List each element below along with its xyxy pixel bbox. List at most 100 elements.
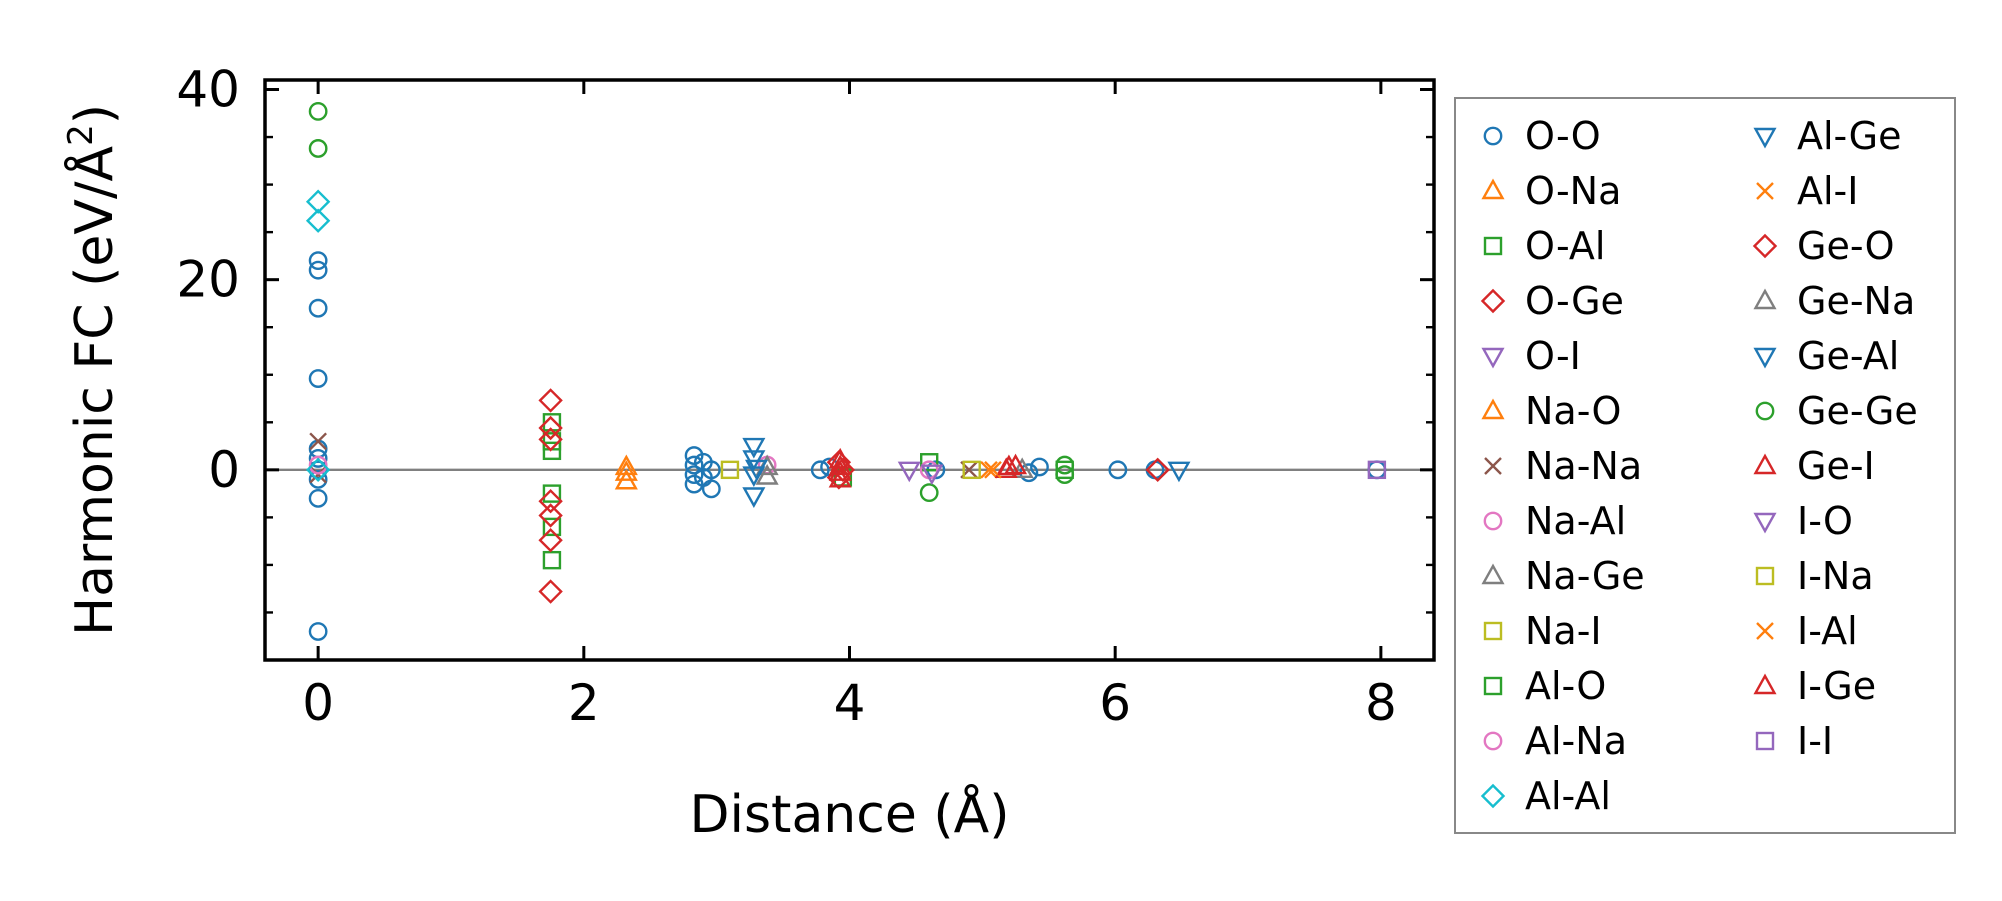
x-tick-label: 0	[302, 674, 334, 732]
series-na-na	[309, 432, 978, 484]
data-point	[538, 527, 563, 553]
data-point	[308, 455, 328, 475]
data-point	[684, 455, 704, 475]
legend-marker	[1753, 512, 1777, 534]
legend-label: Ge-Na	[1797, 279, 1915, 323]
legend-item: Al-Ge	[1753, 114, 1901, 158]
legend-label: I-Al	[1797, 609, 1858, 653]
data-point	[744, 459, 769, 481]
legend-label: Na-Al	[1525, 499, 1626, 543]
y-axis-title: Harmonic FC (eV/Å2)	[61, 104, 125, 636]
data-point	[538, 388, 563, 413]
data-point	[828, 466, 852, 488]
data-point	[542, 550, 562, 570]
legend-item: Na-Na	[1484, 444, 1642, 488]
series-o-i	[897, 461, 921, 483]
points-layer	[305, 101, 1387, 641]
legend-marker	[1755, 401, 1775, 421]
legend-item: Na-Al	[1483, 499, 1626, 543]
series-al-i	[980, 460, 998, 479]
legend-label: I-Na	[1797, 554, 1874, 598]
legend-label: Ge-O	[1797, 224, 1895, 268]
data-point	[1367, 460, 1387, 480]
legend-item: Na-I	[1483, 609, 1602, 653]
legend-label: O-Al	[1525, 224, 1605, 268]
legend-marker	[1483, 731, 1503, 751]
legend-label: Na-O	[1525, 389, 1621, 433]
data-point	[962, 460, 981, 480]
legend-marker	[1481, 398, 1505, 420]
y-tick-label: 20	[176, 251, 240, 309]
legend-item: Al-I	[1756, 169, 1858, 213]
legend-marker	[1481, 563, 1505, 585]
legend-label: I-O	[1797, 499, 1853, 543]
x-tick-label: 2	[568, 674, 600, 732]
legend: O-O O-Na O-Al O-Ge O-I Na-O Na-Na Na-Al Na-Ge Na-…	[1454, 97, 1956, 834]
legend-label: Ge-I	[1797, 444, 1875, 488]
series-i-na	[962, 460, 981, 480]
legend-label: Ge-Al	[1797, 334, 1899, 378]
data-point	[742, 437, 766, 459]
series-ge-na	[1010, 457, 1034, 479]
legend-marker	[1483, 236, 1503, 256]
x-tick-label: 8	[1365, 674, 1397, 732]
data-point	[308, 488, 328, 508]
legend-marker	[1483, 126, 1503, 146]
data-point	[308, 260, 328, 280]
data-point	[684, 446, 704, 465]
legend-marker	[1481, 347, 1505, 369]
data-point	[538, 489, 563, 514]
data-point	[308, 449, 328, 468]
data-point	[309, 432, 327, 451]
series-i-ge	[997, 454, 1021, 476]
x-axis-title: Distance (Å)	[689, 783, 1009, 845]
data-point	[308, 298, 328, 318]
data-point	[1108, 460, 1128, 480]
data-point	[920, 453, 939, 472]
series-al-al	[305, 189, 331, 483]
y-tick-label: 40	[176, 61, 240, 119]
legend-label: Al-Na	[1525, 719, 1627, 763]
series-ge-ge	[308, 101, 1075, 503]
data-point	[997, 454, 1021, 476]
legend-item: O-Al	[1483, 224, 1605, 268]
legend-marker	[1483, 621, 1503, 641]
series-o-ge	[538, 388, 1170, 604]
legend-item: Ge-Na	[1753, 279, 1915, 323]
data-point	[542, 484, 562, 503]
data-point	[308, 139, 328, 158]
legend-label: O-I	[1525, 334, 1581, 378]
data-point	[538, 579, 563, 604]
legend-item: Ge-Ge	[1755, 389, 1918, 433]
legend-marker	[1755, 566, 1775, 586]
legend-label: Al-O	[1525, 664, 1606, 708]
series-na-o	[614, 454, 638, 476]
data-point	[810, 460, 830, 480]
legend-item: Al-Na	[1483, 719, 1627, 763]
legend-marker	[1756, 622, 1774, 640]
legend-item: I-Na	[1755, 554, 1874, 598]
data-point	[684, 474, 704, 494]
data-point	[1145, 457, 1170, 483]
x-tick-label: 4	[834, 674, 866, 732]
y-axis-title-main: Harmonic FC (eV/Å	[63, 145, 125, 636]
data-point	[701, 460, 721, 480]
legend-item: O-I	[1481, 334, 1581, 378]
legend-label: Na-I	[1525, 609, 1602, 653]
series-ge-al	[744, 459, 769, 481]
legend-item: Ge-O	[1752, 224, 1895, 268]
data-point	[308, 460, 328, 480]
y-tick-label: 0	[208, 441, 240, 499]
legend-item: O-Ge	[1480, 279, 1624, 323]
legend-marker	[1484, 457, 1502, 475]
legend-label: Na-Na	[1525, 444, 1642, 488]
data-point	[1055, 455, 1075, 475]
x-tick-label: 6	[1099, 674, 1131, 732]
legend-label: O-O	[1525, 114, 1601, 158]
data-point	[538, 503, 563, 528]
data-point	[542, 517, 562, 537]
data-point	[308, 101, 328, 121]
series-i-o	[920, 464, 944, 486]
data-point	[828, 460, 852, 481]
